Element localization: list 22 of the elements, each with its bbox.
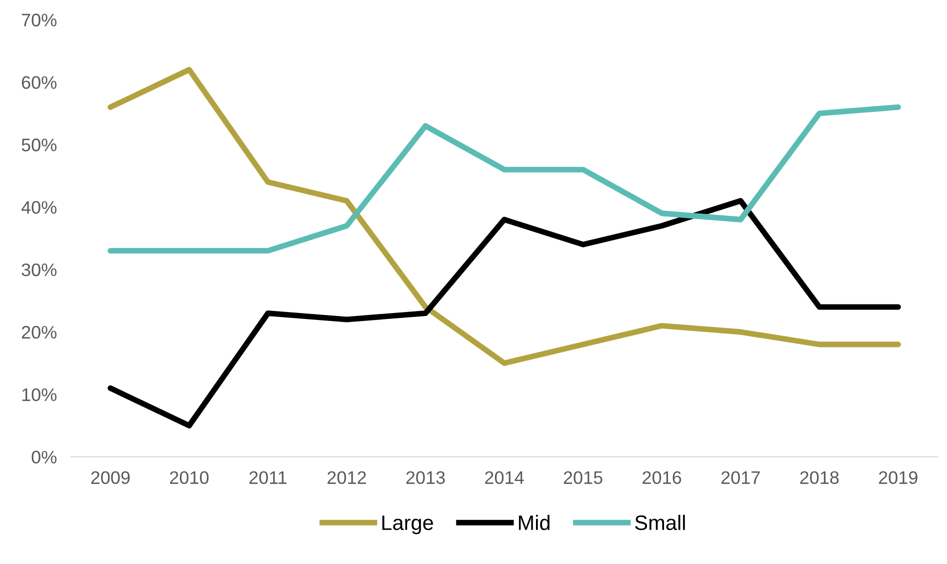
- legend-label: Small: [635, 514, 685, 530]
- x-tick-label: 2011: [249, 471, 286, 484]
- x-tick-label: 2014: [485, 471, 524, 484]
- y-tick-label: 10%: [22, 388, 56, 402]
- y-tick-label: 70%: [22, 14, 56, 26]
- x-tick-label: 2016: [642, 471, 682, 484]
- legend-label: Large: [382, 516, 433, 534]
- x-tick-label: 2015: [564, 471, 602, 484]
- y-tick-label: 60%: [22, 76, 56, 89]
- x-tick-label: 2012: [328, 471, 366, 484]
- x-tick-label: 2009: [91, 471, 130, 484]
- x-tick-label: 2013: [406, 471, 445, 484]
- y-tick-label: 20%: [22, 326, 56, 339]
- x-tick-label: 2017: [721, 471, 760, 484]
- x-tick-label: 2010: [170, 471, 209, 484]
- x-tick-label: 2019: [878, 471, 918, 484]
- y-tick-label: 40%: [21, 201, 56, 214]
- y-tick-label: 50%: [22, 138, 56, 152]
- x-tick-label: 2018: [800, 471, 839, 484]
- y-tick-label: 0%: [32, 450, 56, 464]
- legend-label: Mid: [518, 514, 550, 530]
- y-tick-label: 30%: [22, 263, 56, 276]
